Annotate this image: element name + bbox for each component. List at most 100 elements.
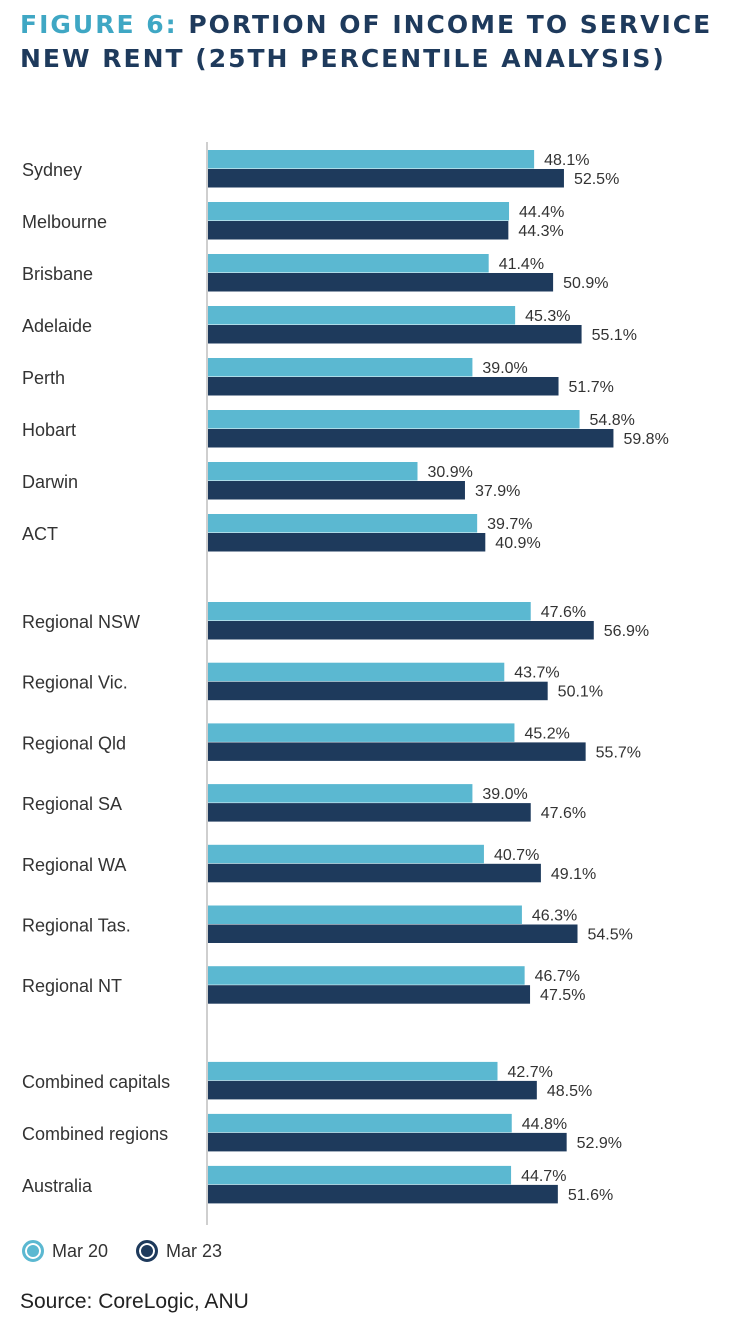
category-label: Regional SA: [22, 794, 122, 814]
bar-mar20: [208, 462, 418, 481]
category-label: Brisbane: [22, 264, 93, 284]
bar-mar23: [208, 481, 465, 500]
figure-title-text: PORTION OF INCOME TO SERVICE NEW RENT (2…: [20, 10, 713, 73]
bar-mar23: [208, 985, 531, 1004]
category-label: Regional WA: [22, 855, 126, 875]
data-label: 50.1%: [558, 684, 603, 701]
bar-mar23: [208, 1184, 558, 1204]
chart-legend: Mar 20 Mar 23: [22, 1240, 250, 1262]
category-label: Combined capitals: [22, 1072, 170, 1092]
legend-item-mar23: Mar 23: [136, 1240, 222, 1262]
legend-swatch-mar20: [22, 1240, 44, 1262]
bar-mar20: [208, 784, 473, 803]
data-label: 51.7%: [569, 379, 614, 396]
source-note: Source: CoreLogic, ANU: [20, 1290, 249, 1313]
bar-mar20: [208, 905, 522, 924]
data-label: 44.7%: [521, 1168, 566, 1185]
category-label: Perth: [22, 368, 65, 388]
category-label: Regional NT: [22, 976, 122, 996]
bar-mar23: [208, 1132, 567, 1152]
data-label: 44.8%: [522, 1116, 567, 1133]
data-label: 54.5%: [588, 927, 633, 944]
legend-item-mar20: Mar 20: [22, 1240, 108, 1262]
bar-mar20: [208, 662, 505, 682]
bar-mar20: [208, 202, 510, 221]
bar-mar20: [208, 602, 531, 621]
bar-mar23: [208, 742, 586, 761]
bar-mar23: [208, 621, 594, 640]
bar-mar23: [208, 924, 578, 943]
bar-mar23: [208, 377, 559, 396]
chart-title: FIGURE 6: PORTION OF INCOME TO SERVICE N…: [20, 8, 740, 76]
bar-mar20: [208, 358, 473, 377]
data-label: 43.7%: [514, 665, 559, 682]
bar-mar20: [208, 254, 489, 273]
data-label: 45.2%: [524, 725, 569, 742]
category-label: Melbourne: [22, 212, 107, 232]
data-label: 54.8%: [590, 412, 635, 429]
bar-mar23: [208, 533, 486, 552]
data-label: 50.9%: [563, 275, 608, 292]
bar-mar23: [208, 325, 582, 344]
data-label: 47.6%: [541, 604, 586, 621]
bar-mar23: [208, 429, 614, 448]
data-label: 51.6%: [568, 1187, 613, 1204]
data-label: 48.1%: [544, 152, 589, 169]
data-label: 37.9%: [475, 483, 520, 500]
bar-mar23: [208, 221, 509, 240]
legend-label-mar23: Mar 23: [166, 1240, 223, 1261]
data-label: 39.0%: [482, 360, 527, 377]
category-label: Regional Tas.: [22, 916, 131, 936]
data-label: 41.4%: [499, 256, 544, 273]
category-label: Regional Vic.: [22, 673, 128, 693]
category-label: ACT: [22, 524, 58, 544]
bar-mar20: [208, 150, 535, 169]
bar-mar23: [208, 803, 531, 822]
bar-mar20: [208, 514, 478, 533]
data-label: 45.3%: [525, 308, 570, 325]
bar-chart: Sydney 48.1% 52.5% Melbourne 44.4% 44.3% Brisb…: [22, 142, 669, 1225]
bar-mar23: [208, 273, 554, 292]
bar-mar20: [208, 1165, 512, 1185]
data-label: 55.1%: [592, 327, 637, 344]
data-label: 39.7%: [487, 516, 532, 533]
data-label: 39.0%: [482, 786, 527, 803]
data-label: 40.9%: [495, 535, 540, 552]
category-label: Darwin: [22, 472, 78, 492]
bar-mar20: [208, 306, 516, 325]
data-label: 47.5%: [540, 987, 585, 1004]
category-label: Sydney: [22, 160, 82, 180]
data-label: 46.3%: [532, 908, 577, 925]
bar-mar20: [208, 1113, 512, 1133]
bar-mar20: [208, 844, 484, 864]
bar-mar23: [208, 681, 548, 701]
bar-mar20: [208, 723, 515, 742]
data-label: 44.3%: [518, 223, 563, 240]
bar-mar23: [208, 863, 541, 883]
data-label: 42.7%: [508, 1064, 553, 1081]
legend-label-mar20: Mar 20: [52, 1240, 109, 1261]
data-label: 56.9%: [604, 623, 649, 640]
data-label: 44.4%: [519, 204, 564, 221]
category-label: Regional NSW: [22, 612, 140, 632]
data-label: 47.6%: [541, 805, 586, 822]
category-label: Regional Qld: [22, 733, 126, 753]
bar-mar20: [208, 410, 580, 429]
figure-number: FIGURE 6:: [20, 10, 178, 39]
bar-mar20: [208, 966, 525, 985]
category-label: Australia: [22, 1176, 93, 1196]
data-label: 52.5%: [574, 171, 619, 188]
data-label: 52.9%: [577, 1135, 622, 1152]
data-label: 30.9%: [428, 464, 473, 481]
bar-mar20: [208, 1061, 498, 1081]
bar-mar23: [208, 1080, 537, 1100]
bar-mar23: [208, 169, 564, 188]
data-label: 40.7%: [494, 847, 539, 864]
data-label: 48.5%: [547, 1083, 592, 1100]
category-label: Adelaide: [22, 316, 92, 336]
data-label: 59.8%: [623, 431, 668, 448]
data-label: 46.7%: [535, 968, 580, 985]
legend-swatch-mar23: [136, 1240, 159, 1262]
data-label: 49.1%: [551, 866, 596, 883]
category-label: Combined regions: [22, 1124, 168, 1144]
